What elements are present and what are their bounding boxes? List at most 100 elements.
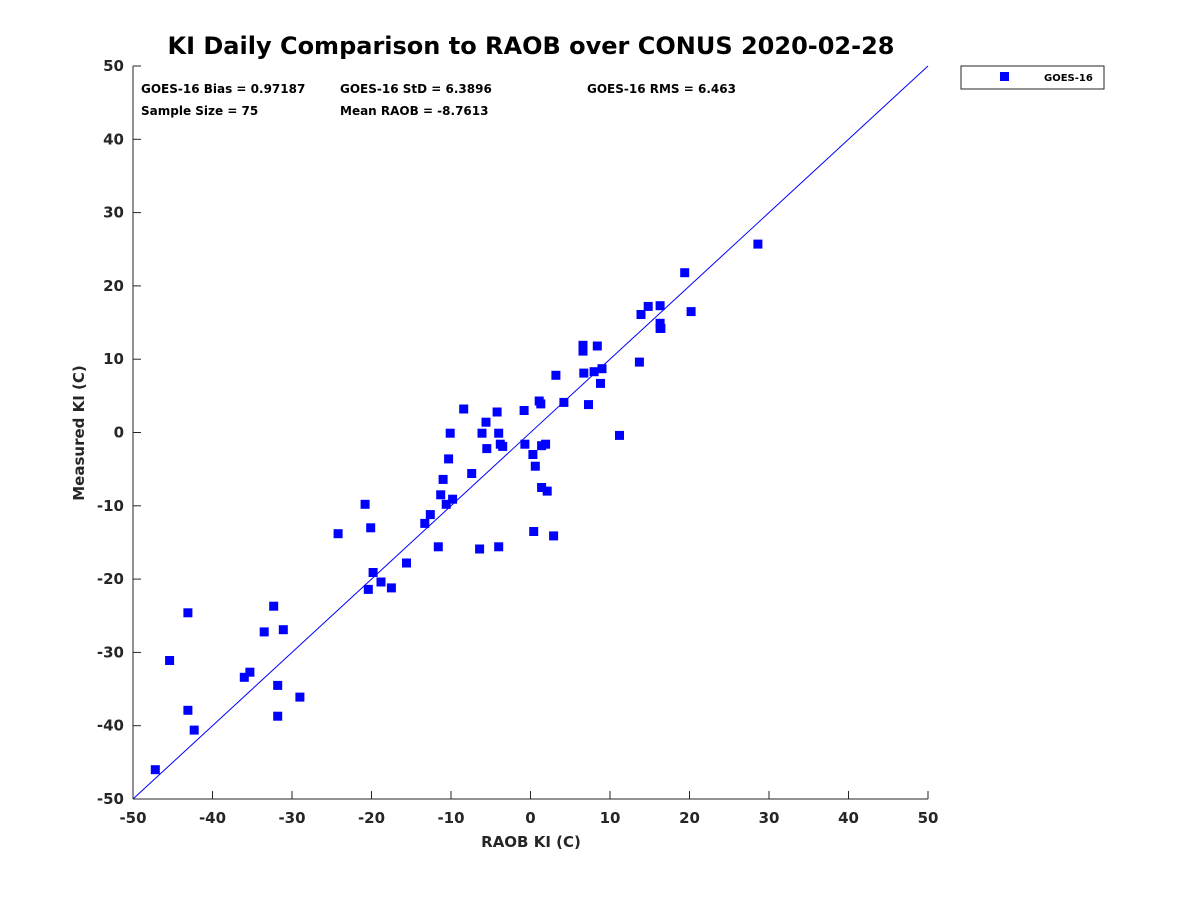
x-tick-label: -50 — [119, 809, 146, 827]
data-point[interactable] — [477, 428, 487, 438]
data-point[interactable] — [494, 428, 504, 438]
data-point[interactable] — [436, 490, 446, 500]
stats-annotations: GOES-16 Bias = 0.97187 GOES-16 StD = 6.3… — [141, 82, 736, 118]
data-point[interactable] — [492, 407, 502, 417]
data-point[interactable] — [551, 370, 561, 380]
x-tick-label: 10 — [600, 809, 621, 827]
x-tick-label: -30 — [278, 809, 305, 827]
y-tick-label: -50 — [97, 790, 124, 808]
data-point[interactable] — [368, 568, 378, 577]
data-point[interactable] — [467, 469, 477, 478]
y-tick-label: 40 — [103, 130, 124, 148]
data-point[interactable] — [475, 544, 485, 554]
data-point[interactable] — [597, 364, 607, 374]
y-axis-label: Measured KI (C) — [70, 365, 88, 501]
stat-std: GOES-16 StD = 6.3896 — [340, 82, 492, 96]
data-point[interactable] — [363, 584, 373, 594]
data-point[interactable] — [596, 378, 605, 388]
data-point[interactable] — [150, 765, 160, 775]
reference-line-1to1 — [132, 65, 929, 800]
data-point[interactable] — [433, 542, 443, 552]
y-tick-label: 10 — [103, 350, 124, 368]
data-point[interactable] — [686, 307, 696, 317]
data-point[interactable] — [680, 268, 690, 278]
x-tick-label: -20 — [358, 809, 385, 827]
data-point[interactable] — [541, 439, 551, 449]
y-tick-label: -40 — [97, 717, 124, 735]
data-point[interactable] — [165, 656, 175, 665]
data-point[interactable] — [655, 318, 665, 328]
legend-marker-square-icon — [1000, 72, 1009, 81]
chart-title: KI Daily Comparison to RAOB over CONUS 2… — [168, 32, 895, 60]
data-point[interactable] — [589, 367, 599, 377]
x-tick-label: -10 — [437, 809, 464, 827]
data-point[interactable] — [438, 474, 448, 484]
data-point[interactable] — [559, 397, 569, 407]
data-point[interactable] — [239, 672, 249, 682]
data-point[interactable] — [584, 400, 593, 410]
x-axis-label: RAOB KI (C) — [481, 833, 581, 851]
x-tick-label: 50 — [918, 809, 939, 827]
data-point[interactable] — [448, 494, 458, 504]
data-point[interactable] — [295, 692, 305, 702]
y-tick-label: -10 — [97, 497, 124, 515]
data-point[interactable] — [578, 346, 588, 356]
data-point[interactable] — [420, 518, 430, 528]
data-point[interactable] — [376, 577, 386, 587]
data-point[interactable] — [494, 542, 504, 552]
x-tick-label: -40 — [199, 809, 226, 827]
data-point[interactable] — [520, 439, 530, 449]
y-tick-label: -20 — [97, 570, 124, 588]
stat-bias: GOES-16 Bias = 0.97187 — [141, 82, 305, 96]
data-point[interactable] — [537, 483, 547, 492]
data-point[interactable] — [579, 368, 589, 378]
legend[interactable]: GOES-16 — [960, 65, 1105, 90]
data-point[interactable] — [444, 454, 454, 464]
data-point[interactable] — [656, 323, 666, 333]
y-tick-label: 50 — [103, 57, 124, 75]
data-point[interactable] — [498, 441, 508, 451]
data-point[interactable] — [536, 399, 546, 409]
data-point[interactable] — [542, 486, 552, 496]
data-point[interactable] — [360, 499, 370, 509]
stat-mean-raob: Mean RAOB = -8.7613 — [340, 104, 488, 118]
data-point[interactable] — [183, 705, 193, 715]
y-tick-label: 0 — [114, 424, 124, 442]
data-point[interactable] — [273, 680, 283, 690]
data-point[interactable] — [273, 711, 283, 721]
data-point[interactable] — [481, 417, 491, 427]
data-point[interactable] — [530, 461, 540, 471]
data-point[interactable] — [278, 625, 288, 635]
data-point[interactable] — [528, 450, 538, 459]
data-point[interactable] — [386, 583, 396, 593]
data-point[interactable] — [183, 608, 193, 618]
data-point[interactable] — [189, 725, 199, 735]
legend-box — [960, 65, 1105, 90]
data-point[interactable] — [259, 627, 269, 637]
data-point[interactable] — [425, 510, 435, 520]
data-point[interactable] — [459, 404, 469, 414]
data-point[interactable] — [578, 340, 588, 350]
data-point[interactable] — [519, 406, 529, 415]
data-point[interactable] — [333, 529, 343, 539]
data-point[interactable] — [402, 558, 411, 568]
data-point[interactable] — [592, 341, 602, 351]
data-point[interactable] — [366, 523, 376, 533]
data-point[interactable] — [529, 527, 539, 536]
data-point[interactable] — [269, 601, 279, 611]
stat-rms: GOES-16 RMS = 6.463 — [587, 82, 736, 96]
data-point[interactable] — [441, 499, 451, 509]
data-point[interactable] — [753, 239, 763, 249]
data-point[interactable] — [245, 667, 255, 677]
data-point[interactable] — [445, 428, 455, 438]
data-point[interactable] — [634, 357, 644, 367]
x-tick-label: 0 — [525, 809, 535, 827]
data-point[interactable] — [549, 531, 559, 541]
legend-entry-label: GOES-16 — [1044, 73, 1093, 84]
data-point[interactable] — [615, 430, 624, 440]
data-point[interactable] — [655, 301, 665, 311]
data-point[interactable] — [636, 310, 646, 319]
data-point[interactable] — [643, 301, 653, 311]
data-point[interactable] — [482, 444, 492, 454]
